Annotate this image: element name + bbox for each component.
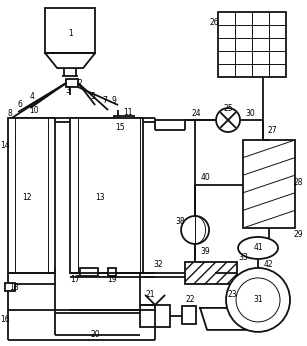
Text: 9: 9 (112, 95, 117, 104)
Text: 7: 7 (103, 95, 107, 104)
Text: 21: 21 (145, 290, 155, 299)
Text: 18: 18 (10, 283, 19, 292)
Text: 8: 8 (8, 109, 13, 118)
Bar (66, 79, 78, 87)
Text: 24: 24 (191, 109, 201, 118)
Circle shape (226, 268, 290, 332)
Text: 28: 28 (293, 179, 303, 188)
Bar (182, 306, 196, 324)
Text: 39: 39 (200, 247, 210, 256)
Text: 33: 33 (238, 254, 248, 263)
Text: 16: 16 (0, 316, 10, 325)
Text: 1: 1 (68, 29, 72, 38)
Bar (243, 140, 295, 228)
Ellipse shape (238, 237, 278, 259)
Text: 23: 23 (227, 290, 237, 299)
Text: 26: 26 (209, 18, 219, 27)
Polygon shape (45, 53, 95, 68)
Text: 38: 38 (175, 218, 185, 227)
Bar (80, 268, 98, 276)
Bar (70, 118, 143, 273)
Text: 29: 29 (293, 230, 303, 239)
Text: 4: 4 (30, 92, 35, 101)
Text: 25: 25 (223, 103, 233, 112)
Text: 11: 11 (123, 108, 133, 117)
Bar (108, 268, 116, 276)
Text: 6: 6 (18, 100, 23, 109)
Text: 10: 10 (29, 106, 39, 115)
Text: 22: 22 (185, 295, 195, 304)
Text: 20: 20 (90, 330, 100, 339)
Text: 14: 14 (0, 140, 10, 149)
Text: 19: 19 (107, 275, 117, 284)
Bar (218, 12, 286, 77)
Text: 3: 3 (66, 85, 71, 94)
Bar (185, 262, 237, 284)
Text: 42: 42 (263, 261, 273, 270)
Text: 17: 17 (70, 275, 80, 284)
Bar (8, 118, 55, 273)
Bar (45, 8, 95, 53)
Circle shape (181, 216, 209, 244)
Text: 30: 30 (245, 109, 255, 118)
Text: 41: 41 (253, 244, 263, 253)
Text: 13: 13 (95, 193, 105, 202)
Polygon shape (200, 308, 265, 330)
Text: 5: 5 (91, 92, 95, 101)
Text: 40: 40 (200, 173, 210, 182)
Text: 12: 12 (22, 193, 32, 202)
Bar (5, 283, 15, 291)
Bar (114, 116, 134, 124)
Text: 2: 2 (78, 79, 83, 88)
Text: 15: 15 (115, 122, 125, 131)
Text: 32: 32 (153, 261, 163, 270)
Bar (140, 305, 170, 327)
Circle shape (216, 108, 240, 132)
Text: 31: 31 (253, 295, 263, 304)
Text: 27: 27 (267, 126, 277, 135)
